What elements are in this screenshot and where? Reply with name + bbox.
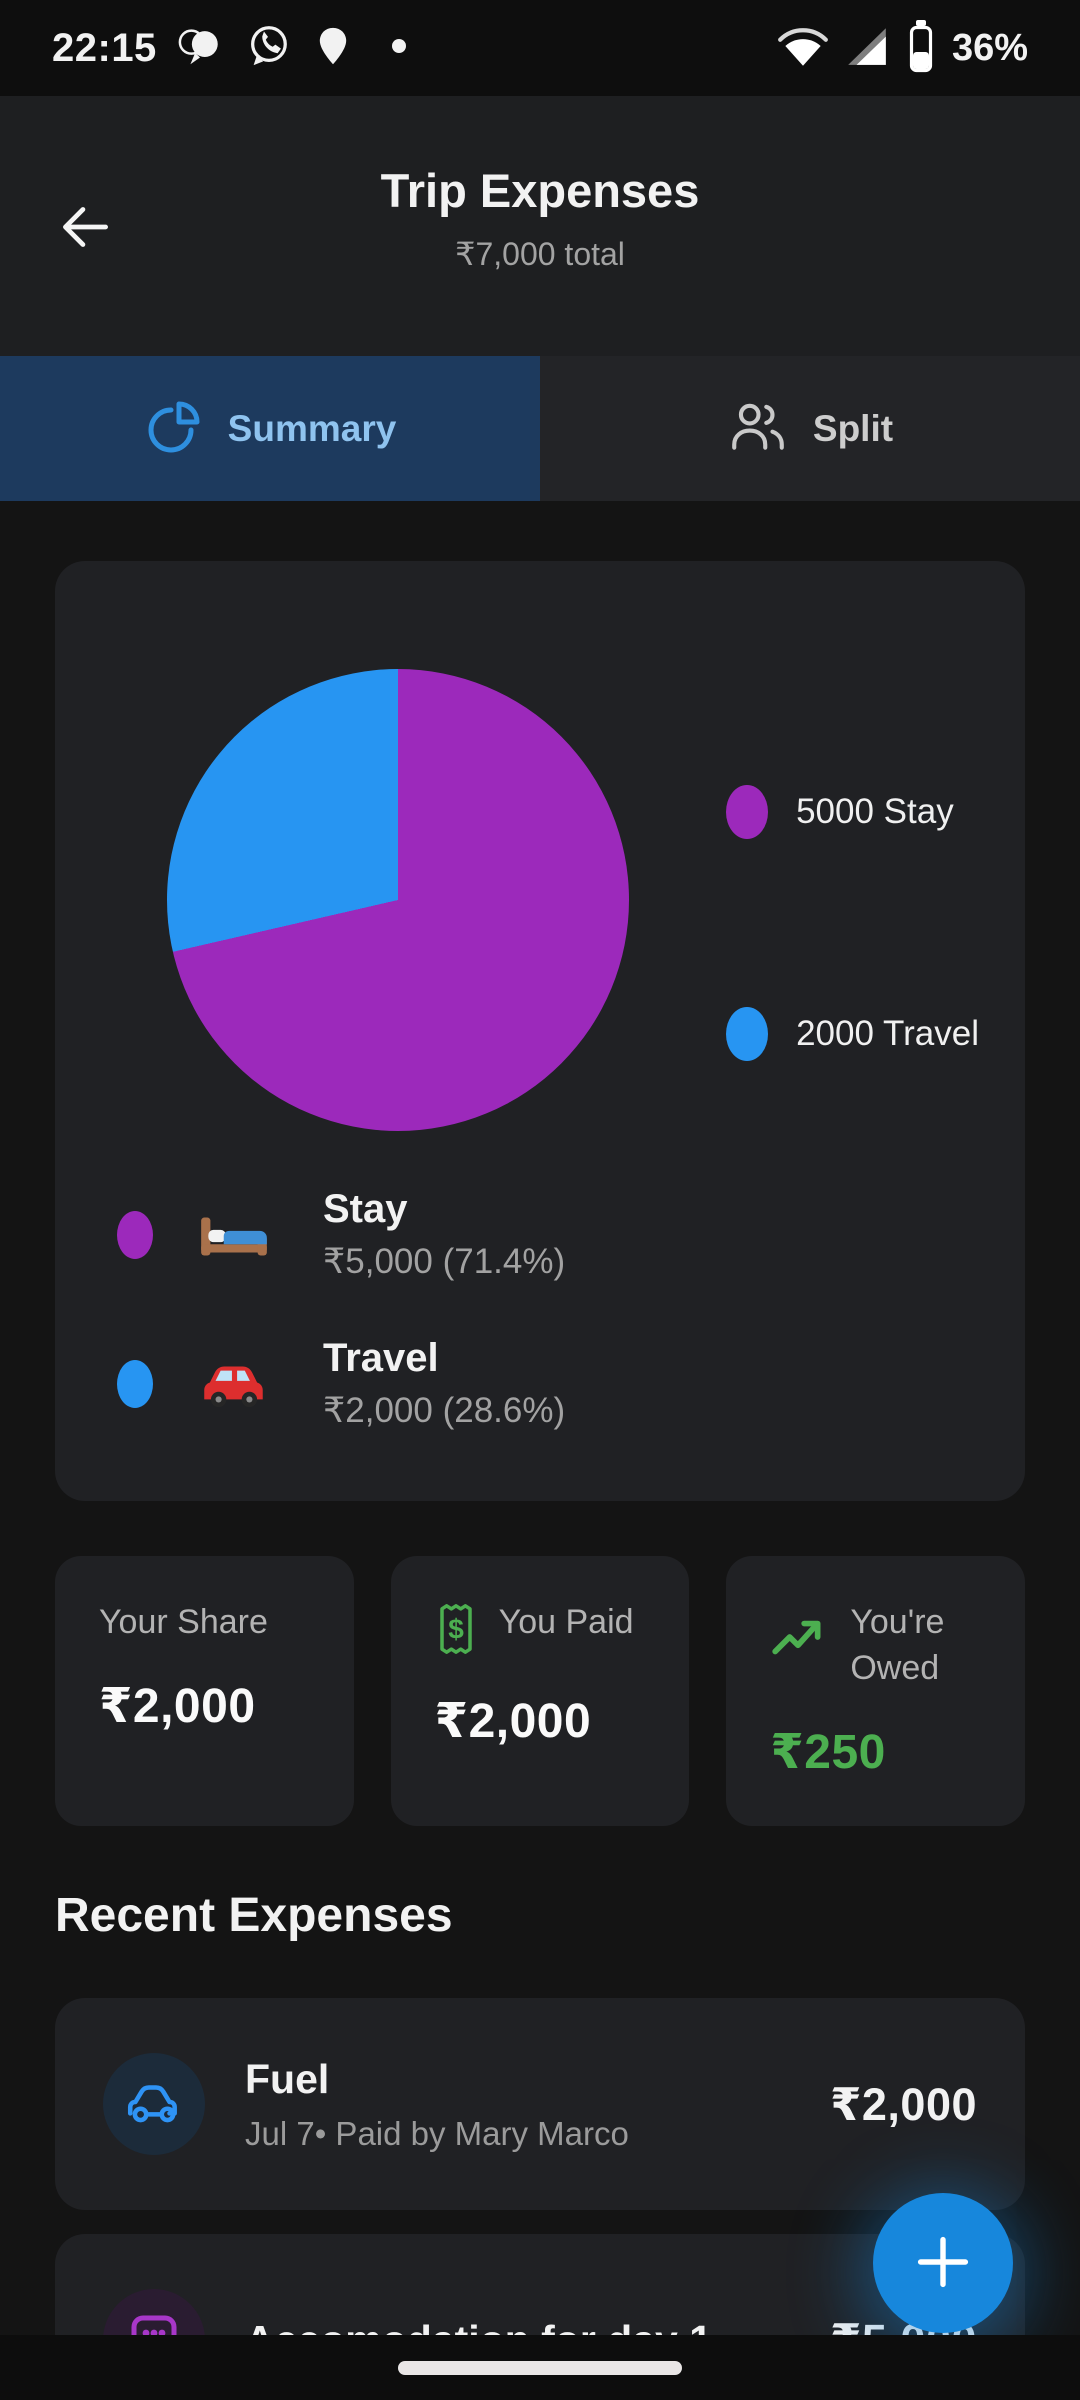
back-arrow-icon — [52, 207, 118, 263]
expense-meta: Jul 7• Paid by Mary Marco — [245, 2114, 629, 2152]
legend-label-travel: 2000 Travel — [796, 1014, 979, 1053]
bed-emoji-icon — [195, 1196, 273, 1274]
gesture-nav-bar — [0, 2335, 1080, 2400]
recent-expenses-heading: Recent Expenses — [55, 1889, 453, 1942]
app-header: Trip Expenses ₹7,000 total — [0, 96, 1080, 356]
stat-value: ₹250 — [770, 1725, 886, 1779]
category-dot-travel — [117, 1359, 153, 1408]
tab-split[interactable]: Split — [540, 356, 1080, 501]
category-detail: ₹2,000 (28.6%) — [323, 1391, 566, 1430]
pie-legend: 5000 Stay 2000 Travel — [726, 669, 979, 1131]
battery-icon — [904, 18, 938, 79]
tab-bar: Summary Split — [0, 356, 1080, 501]
category-row-travel: Travel ₹2,000 (28.6%) — [117, 1336, 1025, 1431]
stat-card-your-share: Your Share ₹2,000 — [55, 1556, 354, 1826]
stat-value: ₹2,000 — [434, 1695, 592, 1748]
legend-dot-stay — [726, 785, 769, 839]
content: 5000 Stay 2000 Travel — [0, 561, 1080, 2400]
category-breakdown: Stay ₹5,000 (71.4%) — [55, 1187, 1025, 1431]
clock: 22:15 — [52, 25, 157, 70]
tab-summary-label: Summary — [227, 407, 397, 449]
notification-icons — [177, 23, 407, 74]
add-expense-fab[interactable] — [873, 2193, 1013, 2333]
stat-label: You Paid — [498, 1603, 634, 1641]
chat-bubble-icon — [177, 24, 223, 73]
expense-item-fuel[interactable]: Fuel Jul 7• Paid by Mary Marco ₹2,000 — [55, 1998, 1025, 2210]
stat-card-you-paid: $ You Paid ₹2,000 — [390, 1556, 690, 1826]
stat-card-youre-owed: You're Owed ₹250 — [726, 1556, 1026, 1826]
page-subtitle: ₹7,000 total — [455, 235, 625, 272]
svg-text:$: $ — [448, 1614, 464, 1645]
battery-percent: 36% — [951, 26, 1028, 69]
stat-value: ₹2,000 — [99, 1679, 256, 1733]
category-dot-stay — [117, 1210, 153, 1259]
notification-dot-icon — [391, 38, 407, 59]
whatsapp-icon — [245, 23, 291, 74]
expense-text: Fuel Jul 7• Paid by Mary Marco — [245, 2056, 629, 2153]
legend-dot-travel — [726, 1007, 769, 1061]
tab-split-label: Split — [812, 407, 894, 449]
cell-signal-icon — [844, 23, 890, 74]
back-button[interactable] — [52, 194, 118, 260]
expense-amount: ₹2,000 — [830, 2078, 977, 2130]
stat-label: Your Share — [99, 1603, 268, 1641]
page-title: Trip Expenses — [380, 164, 700, 218]
category-text-travel: Travel ₹2,000 (28.6%) — [323, 1336, 565, 1431]
category-name: Stay — [323, 1187, 408, 1231]
tab-summary[interactable]: Summary — [0, 356, 540, 501]
trending-up-icon — [770, 1614, 828, 1665]
pie-chart-icon — [144, 398, 204, 459]
fuel-avatar — [103, 2053, 205, 2155]
expense-title: Fuel — [245, 2055, 330, 2102]
plus-icon — [910, 2229, 976, 2298]
category-name: Travel — [323, 1336, 439, 1380]
stat-label: You're Owed — [850, 1603, 945, 1687]
legend-label-stay: 5000 Stay — [796, 792, 954, 831]
home-indicator[interactable] — [398, 2360, 682, 2375]
legend-item-stay: 5000 Stay — [726, 785, 979, 839]
people-icon — [727, 398, 789, 459]
car-outline-icon — [123, 2077, 185, 2132]
category-text-stay: Stay ₹5,000 (71.4%) — [323, 1187, 565, 1282]
receipt-dollar-icon: $ — [435, 1602, 477, 1661]
chart-row: 5000 Stay 2000 Travel — [55, 561, 1025, 1131]
pie-chart — [167, 669, 629, 1131]
status-bar: 22:15 — [0, 0, 1080, 96]
stats-row: Your Share ₹2,000 $ You Paid ₹2,000 — [55, 1556, 1026, 1826]
wifi-icon — [776, 23, 830, 74]
category-detail: ₹5,000 (71.4%) — [323, 1242, 566, 1281]
category-row-stay: Stay ₹5,000 (71.4%) — [117, 1187, 1025, 1282]
legend-item-travel: 2000 Travel — [726, 1007, 979, 1061]
car-emoji-icon — [195, 1345, 273, 1423]
location-pin-icon — [313, 23, 353, 74]
system-icons: 36% — [776, 18, 1028, 79]
expense-chart-card: 5000 Stay 2000 Travel — [55, 561, 1025, 1501]
